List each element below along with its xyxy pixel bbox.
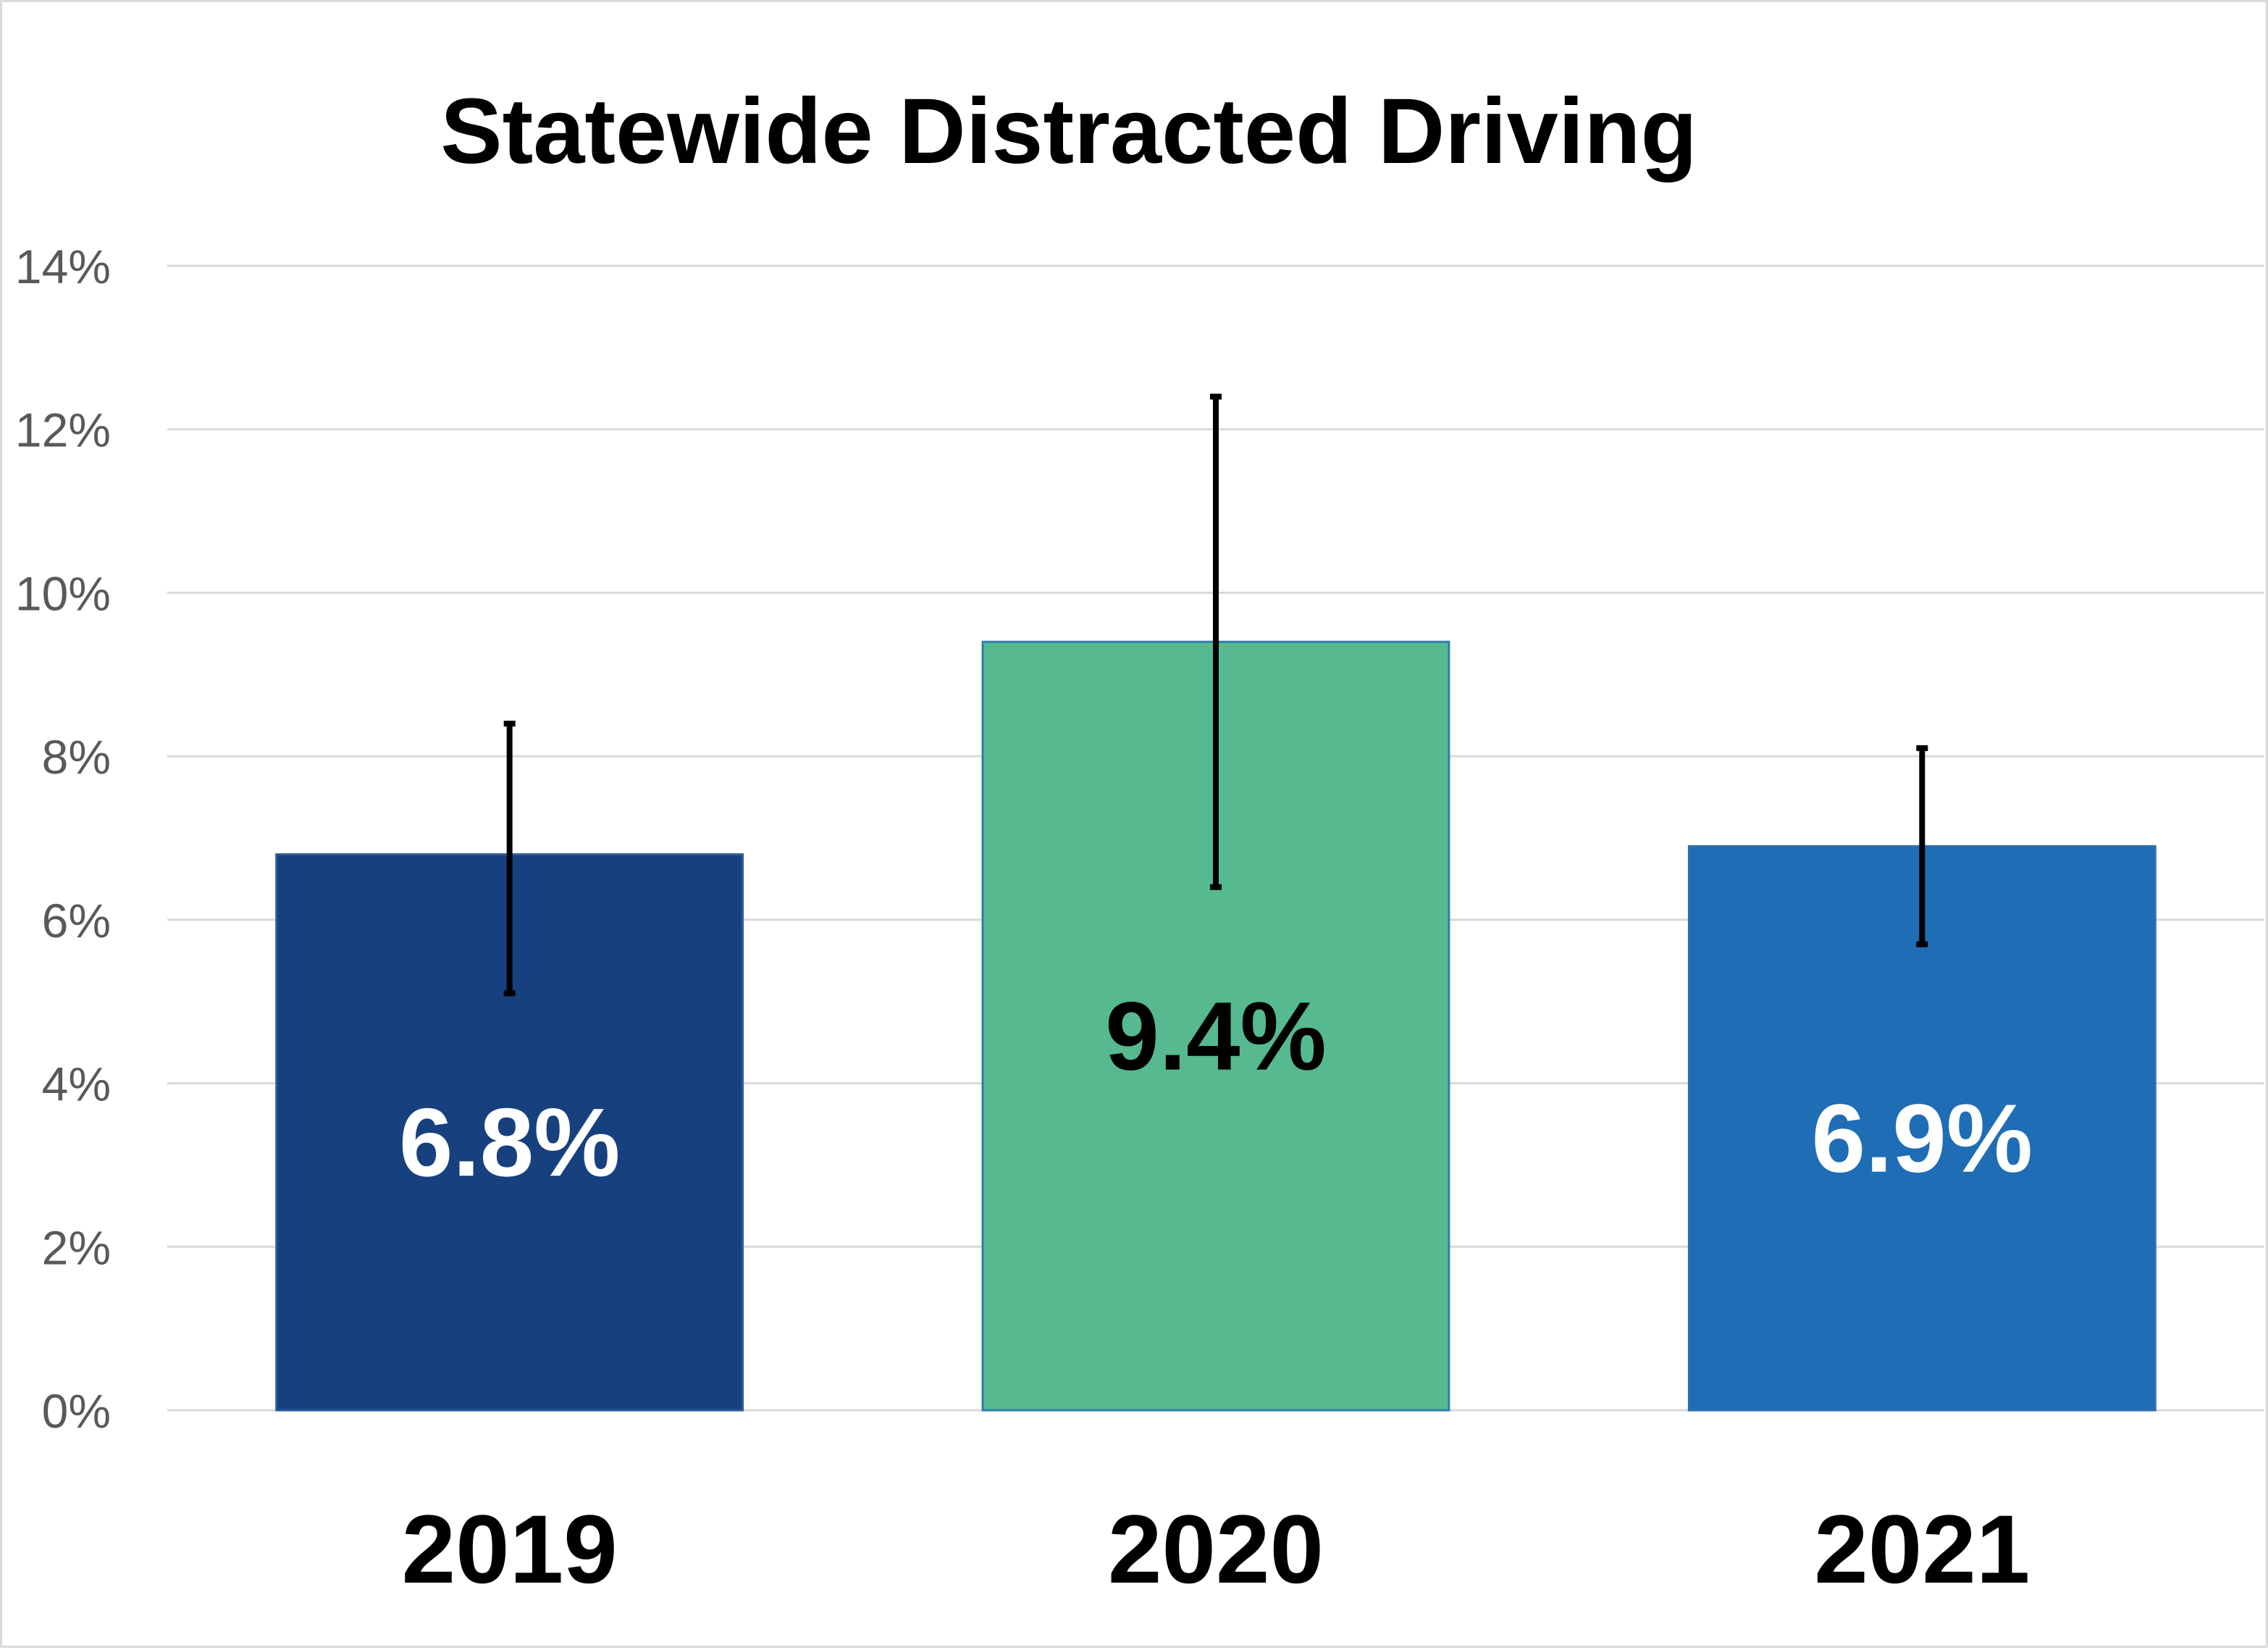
data-label-2020: 9.4% (1105, 983, 1326, 1091)
y-tick-label: 4% (42, 1058, 111, 1111)
y-axis-tick-labels: 0% 2% 4% 6% 8% 10% 12% 14% (15, 240, 111, 1438)
chart-title: Statewide Distracted Driving (440, 80, 1697, 183)
category-label-2021: 2021 (1814, 1496, 2030, 1604)
data-label-2019: 6.8% (399, 1089, 620, 1197)
y-tick-label: 12% (15, 403, 111, 457)
y-tick-label: 14% (15, 240, 111, 293)
y-tick-label: 10% (15, 566, 111, 620)
x-axis-category-labels: 2019 2020 2021 (402, 1496, 2030, 1604)
error-bars (503, 393, 1928, 997)
error-bar-2021 (1916, 745, 1928, 947)
y-tick-label: 0% (42, 1384, 111, 1438)
error-bar-2019 (503, 721, 516, 997)
y-tick-label: 2% (42, 1220, 111, 1274)
data-label-2021: 6.9% (1812, 1085, 2033, 1193)
category-label-2020: 2020 (1108, 1496, 1324, 1604)
error-bar-2020 (1210, 393, 1222, 890)
category-label-2019: 2019 (402, 1496, 618, 1604)
y-tick-label: 6% (42, 894, 111, 947)
y-tick-label: 8% (42, 730, 111, 784)
data-labels: 6.8% 9.4% 6.9% (399, 983, 2033, 1197)
